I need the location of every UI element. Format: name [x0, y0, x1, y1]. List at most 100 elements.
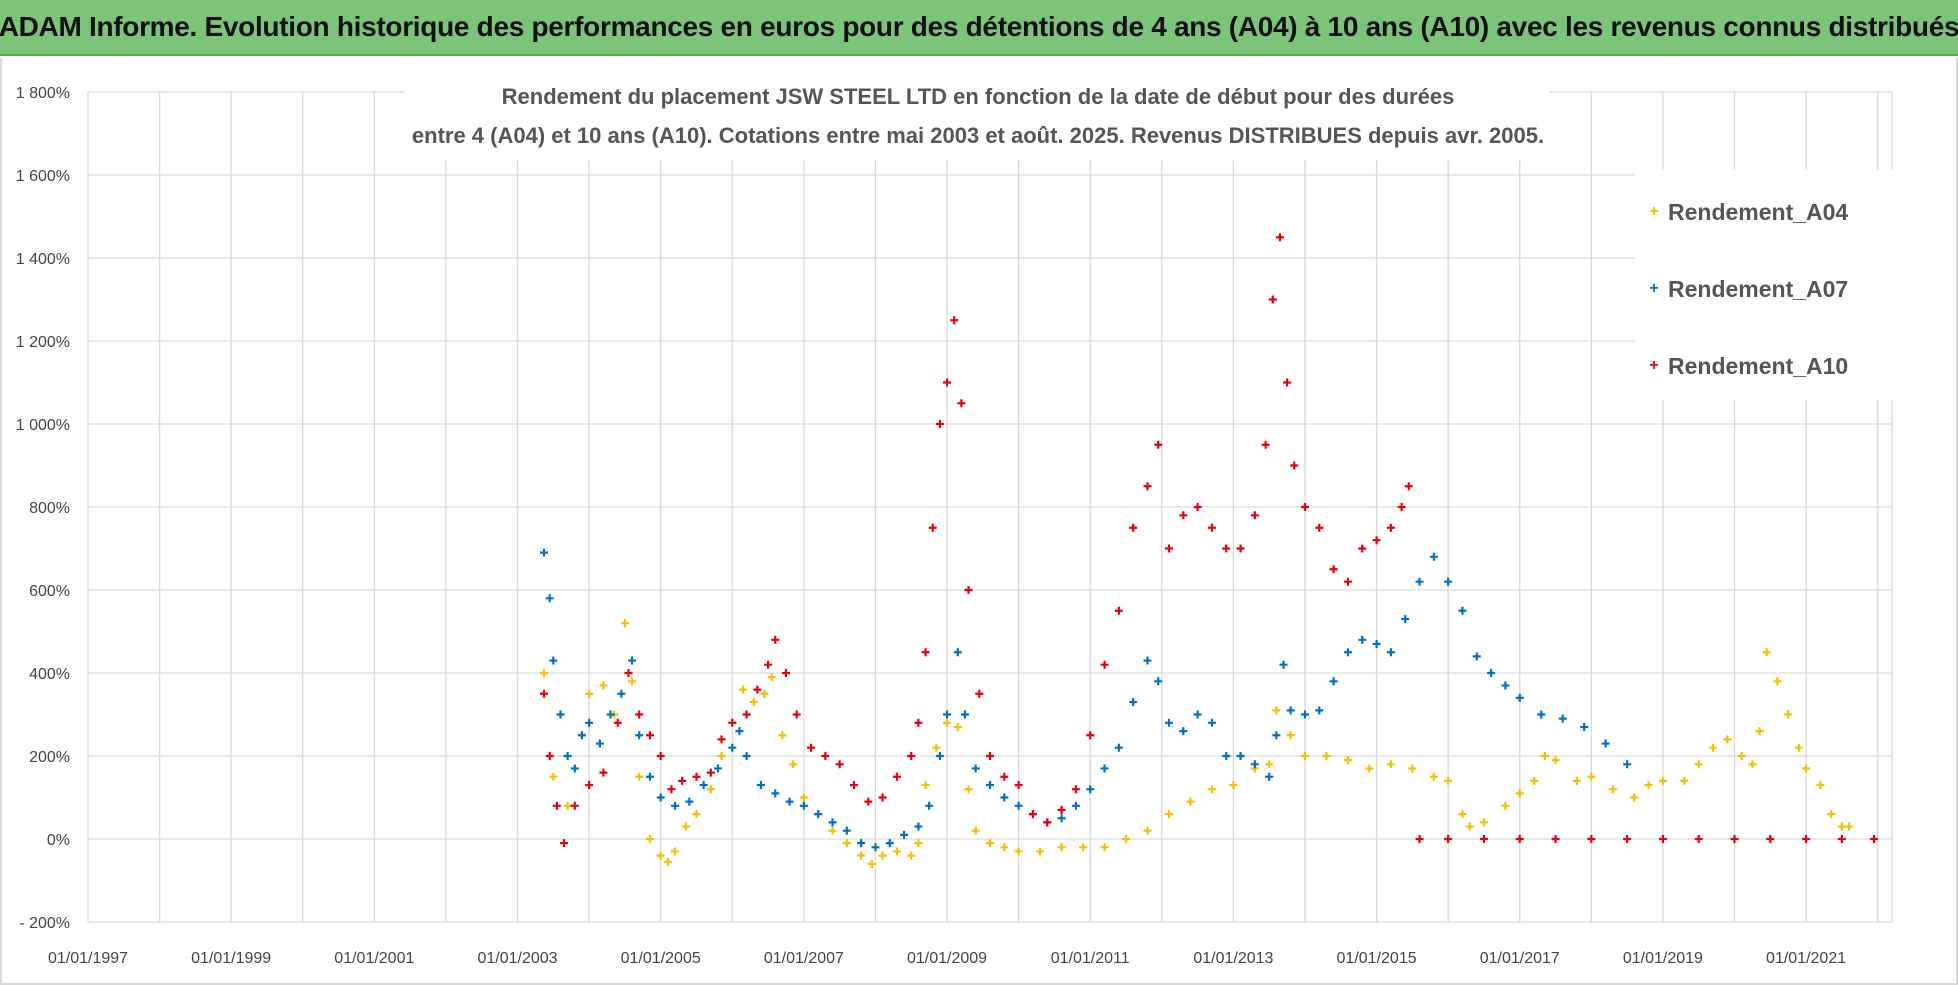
data-point — [667, 785, 676, 794]
data-point — [1283, 378, 1292, 387]
data-point — [1300, 503, 1309, 511]
data-point — [1444, 835, 1453, 843]
data-point — [1275, 233, 1284, 242]
data-point — [1827, 810, 1836, 819]
data-point — [552, 801, 561, 810]
data-point — [1465, 822, 1474, 831]
data-point — [1154, 677, 1163, 686]
data-point — [742, 710, 751, 719]
data-point — [849, 781, 858, 790]
grid — [87, 91, 1893, 923]
data-point — [1100, 764, 1109, 773]
data-point — [1329, 677, 1338, 686]
data-point — [878, 793, 887, 802]
data-point — [914, 839, 923, 848]
y-tick-labels: - 200% 0% 200% 400% 600% 800% 1 000% 1 200% 1 40… — [16, 85, 70, 932]
data-point — [1623, 835, 1632, 843]
data-point — [1164, 810, 1173, 819]
data-point — [943, 378, 952, 387]
data-point — [943, 710, 952, 719]
banner-title: ADAM Informe. Evolution historique des p… — [0, 11, 1958, 42]
data-point — [986, 839, 994, 848]
data-point — [713, 764, 722, 773]
data-point — [892, 847, 901, 856]
data-point — [1100, 660, 1109, 669]
data-point — [599, 681, 608, 690]
data-point — [1773, 677, 1782, 686]
data-point — [932, 743, 941, 752]
data-point — [756, 781, 765, 790]
data-point — [986, 752, 994, 760]
data-point — [842, 839, 851, 848]
x-tick-label: 01/01/2005 — [621, 950, 701, 967]
legend-label-a10: Rendement_A10 — [1668, 353, 1848, 379]
data-point — [1358, 635, 1367, 644]
data-point — [950, 316, 959, 325]
data-point — [1028, 810, 1037, 819]
data-point — [717, 752, 726, 760]
data-point — [1250, 760, 1259, 769]
data-point — [907, 851, 916, 860]
legend-label-a07: Rendement_A07 — [1668, 276, 1848, 302]
y-tick-label: 1 000% — [16, 417, 70, 434]
data-point — [1730, 835, 1739, 843]
data-point — [1372, 536, 1381, 545]
data-point — [549, 656, 558, 665]
y-tick-label: 600% — [29, 583, 70, 600]
data-point — [1236, 752, 1245, 760]
x-tick-labels: 01/01/1997 01/01/1999 01/01/2001 01/01/2003… — [48, 950, 1846, 967]
data-point — [935, 752, 944, 760]
data-point — [1014, 781, 1023, 790]
data-point — [1694, 835, 1703, 843]
data-point — [599, 768, 608, 777]
data-point — [1458, 810, 1467, 819]
data-point — [728, 718, 737, 727]
data-point — [595, 739, 604, 748]
data-point — [1680, 776, 1689, 785]
data-point — [1057, 805, 1066, 814]
series-rendement-a10 — [540, 233, 1879, 848]
data-points — [540, 233, 1879, 868]
data-point — [957, 399, 966, 408]
data-point — [986, 781, 994, 790]
data-point — [1709, 743, 1718, 752]
data-point — [1179, 727, 1188, 736]
data-point — [1000, 843, 1009, 852]
data-point — [842, 826, 851, 835]
chart-title-background — [405, 80, 1550, 160]
data-point — [1458, 606, 1467, 615]
data-point — [953, 648, 962, 657]
data-point — [1573, 776, 1582, 785]
data-point — [914, 822, 923, 831]
data-point — [1129, 523, 1138, 532]
data-point — [735, 727, 744, 736]
data-point — [1250, 511, 1259, 520]
data-point — [1164, 544, 1173, 553]
data-point — [799, 793, 808, 802]
x-tick-label: 01/01/2015 — [1337, 950, 1417, 967]
data-point — [1479, 835, 1488, 843]
data-point — [1551, 835, 1560, 843]
data-point — [1000, 772, 1009, 781]
data-point — [1057, 814, 1066, 823]
data-point — [1154, 440, 1163, 449]
data-point — [671, 801, 680, 810]
data-point — [771, 635, 780, 644]
data-point — [1343, 756, 1352, 765]
x-tick-label: 01/01/2019 — [1623, 950, 1703, 967]
y-tick-label: 200% — [29, 749, 70, 766]
data-point — [1429, 552, 1438, 561]
data-point — [628, 656, 637, 665]
data-point — [1515, 789, 1524, 798]
data-point — [540, 669, 549, 677]
data-point — [1587, 835, 1596, 843]
data-point — [764, 660, 773, 669]
data-point — [1748, 760, 1757, 769]
data-point — [706, 785, 715, 794]
data-point — [663, 857, 672, 866]
data-point — [1043, 818, 1052, 827]
x-tick-label: 01/01/1999 — [191, 950, 271, 967]
data-point — [1100, 843, 1109, 852]
data-point — [1608, 785, 1617, 794]
